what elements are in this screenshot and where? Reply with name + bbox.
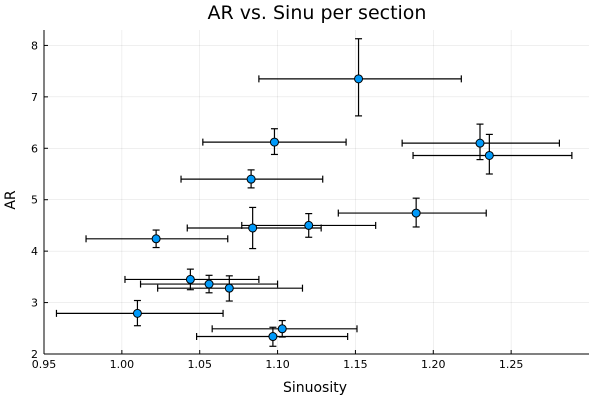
x-tick-label: 1.10 — [265, 358, 290, 371]
data-point — [204, 279, 214, 289]
data-point — [411, 208, 421, 218]
y-tick-label: 6 — [31, 142, 38, 155]
y-tick-label: 8 — [31, 39, 38, 52]
data-point — [354, 74, 364, 84]
data-point — [246, 174, 256, 184]
y-tick-label: 4 — [31, 245, 38, 258]
chart-title: AR vs. Sinu per section — [208, 2, 427, 24]
x-tick-label: 1.05 — [187, 358, 212, 371]
x-tick-label: 1.25 — [499, 358, 524, 371]
y-axis-label: AR — [3, 190, 19, 210]
data-point — [185, 274, 195, 284]
axes-frame — [43, 30, 589, 355]
data-point — [269, 137, 279, 147]
y-tick-label: 5 — [31, 194, 38, 207]
data-point — [268, 332, 278, 342]
data-point — [151, 234, 161, 244]
data-point — [224, 283, 234, 293]
data-point — [475, 138, 485, 148]
x-tick-label: 1.00 — [110, 358, 135, 371]
data-point — [484, 150, 494, 160]
grid — [43, 30, 589, 355]
data-point — [132, 308, 142, 318]
ticks: 0.95 1.00 1.05 1.10 1.15 1.20 1.25 2 3 4 5 6 7 8 — [31, 39, 523, 371]
data-point — [304, 220, 314, 230]
error-bars — [55, 38, 573, 347]
y-tick-label: 7 — [31, 91, 38, 104]
y-tick-label: 2 — [31, 348, 38, 361]
x-tick-label: 1.20 — [421, 358, 446, 371]
x-tick-label: 1.15 — [343, 358, 368, 371]
y-tick-label: 3 — [31, 297, 38, 310]
data-point — [248, 223, 258, 233]
data-points — [132, 74, 494, 342]
x-tick-label: 0.95 — [32, 358, 57, 371]
x-axis-label: Sinuosity — [283, 380, 347, 396]
data-point — [277, 324, 287, 334]
